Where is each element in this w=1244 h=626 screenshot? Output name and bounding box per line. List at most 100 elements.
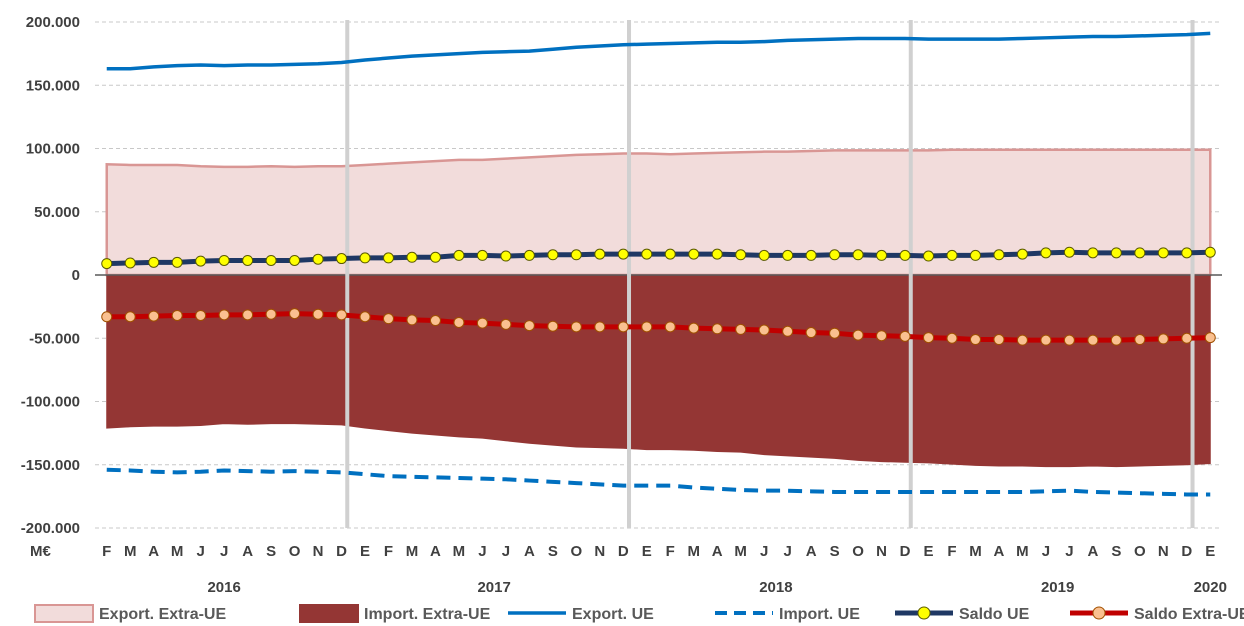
point-saldo-ue	[852, 249, 864, 261]
legend-label-export-extra-ue: Export. Extra-UE	[99, 606, 226, 623]
year-label: 2018	[759, 579, 792, 596]
point-saldo-ue	[476, 249, 488, 261]
x-tick-label: D	[900, 543, 911, 560]
x-tick-label: M	[453, 543, 466, 560]
point-saldo-ue	[782, 249, 794, 261]
point-saldo-extra-ue	[218, 309, 230, 321]
point-saldo-ue	[876, 249, 888, 261]
x-tick-label: A	[712, 543, 723, 560]
point-saldo-ue	[1087, 247, 1099, 259]
point-saldo-ue	[1204, 246, 1216, 258]
point-saldo-ue	[547, 249, 559, 261]
point-saldo-ue	[735, 249, 747, 261]
point-saldo-ue	[312, 253, 324, 265]
unit-label: M€	[30, 543, 51, 560]
point-saldo-ue	[195, 255, 207, 267]
area-export-extra-ue	[105, 148, 1212, 277]
point-saldo-ue	[899, 249, 911, 261]
point-saldo-extra-ue	[124, 311, 136, 323]
point-saldo-extra-ue	[923, 332, 935, 344]
point-saldo-extra-ue	[1087, 334, 1099, 346]
y-tick-label: 0	[72, 267, 80, 284]
x-tick-label: E	[924, 543, 934, 560]
point-saldo-extra-ue	[617, 321, 629, 333]
x-tick-label: J	[502, 543, 510, 560]
legend-marker-saldo-ue	[917, 606, 931, 620]
point-saldo-extra-ue	[1063, 334, 1075, 346]
point-saldo-ue	[429, 251, 441, 263]
point-saldo-extra-ue	[265, 308, 277, 320]
line-export-ue	[106, 31, 1211, 71]
point-saldo-extra-ue	[148, 310, 160, 322]
point-saldo-ue	[993, 249, 1005, 261]
year-label: 2016	[207, 579, 240, 596]
y-axis-ticks: 200.000 150.000 100.000 50.000 0 -50.000 -100.…	[21, 14, 80, 537]
point-saldo-extra-ue	[570, 321, 582, 333]
point-saldo-extra-ue	[594, 321, 606, 333]
x-tick-label: S	[548, 543, 558, 560]
point-saldo-extra-ue	[547, 320, 559, 332]
point-saldo-extra-ue	[829, 327, 841, 339]
x-tick-label: D	[1181, 543, 1192, 560]
point-saldo-extra-ue	[1157, 333, 1169, 345]
x-tick-label: J	[220, 543, 228, 560]
x-tick-label: A	[994, 543, 1005, 560]
y-tick-label: 50.000	[34, 204, 80, 221]
x-tick-label: N	[594, 543, 605, 560]
point-saldo-extra-ue	[688, 322, 700, 334]
x-tick-label: O	[570, 543, 582, 560]
point-saldo-extra-ue	[1134, 334, 1146, 346]
point-saldo-ue	[336, 253, 348, 265]
point-saldo-extra-ue	[195, 309, 207, 321]
point-saldo-extra-ue	[453, 316, 465, 328]
point-saldo-ue	[923, 250, 935, 262]
year-label: 2020	[1194, 579, 1227, 596]
point-saldo-extra-ue	[359, 311, 371, 323]
x-tick-label: A	[1087, 543, 1098, 560]
x-tick-label: E	[360, 543, 370, 560]
point-saldo-extra-ue	[1016, 334, 1028, 346]
point-saldo-extra-ue	[1204, 332, 1216, 344]
point-saldo-extra-ue	[969, 334, 981, 346]
legend-label-export-ue: Export. UE	[572, 606, 654, 623]
point-saldo-ue	[1181, 247, 1193, 259]
x-tick-label: S	[266, 543, 276, 560]
point-saldo-extra-ue	[735, 323, 747, 335]
point-saldo-extra-ue	[1181, 332, 1193, 344]
point-saldo-extra-ue	[336, 309, 348, 321]
x-tick-label: J	[783, 543, 791, 560]
point-saldo-ue	[289, 254, 301, 266]
y-tick-label: 200.000	[26, 14, 80, 31]
legend-swatch-import-extra-ue	[299, 604, 359, 623]
x-tick-label: O	[852, 543, 864, 560]
x-tick-label: F	[102, 543, 111, 560]
y-tick-label: 100.000	[26, 141, 80, 158]
point-saldo-extra-ue	[312, 308, 324, 320]
point-saldo-extra-ue	[289, 308, 301, 320]
x-tick-label: A	[806, 543, 817, 560]
point-saldo-extra-ue	[1110, 334, 1122, 346]
point-saldo-extra-ue	[876, 330, 888, 342]
y-tick-label: -50.000	[29, 330, 80, 347]
x-tick-label: A	[242, 543, 253, 560]
point-saldo-extra-ue	[242, 309, 254, 321]
x-tick-label: S	[1111, 543, 1121, 560]
point-saldo-ue	[171, 256, 183, 268]
point-saldo-extra-ue	[993, 334, 1005, 346]
point-saldo-extra-ue	[758, 324, 770, 336]
point-saldo-extra-ue	[946, 332, 958, 344]
x-tick-label: A	[148, 543, 159, 560]
point-saldo-extra-ue	[805, 327, 817, 339]
point-saldo-extra-ue	[899, 330, 911, 342]
line-import-ue	[106, 467, 1211, 497]
point-saldo-extra-ue	[664, 321, 676, 333]
x-tick-label: S	[830, 543, 840, 560]
point-saldo-ue	[617, 248, 629, 260]
x-tick-label: M	[124, 543, 137, 560]
legend-marker-saldo-extra-ue	[1092, 606, 1106, 620]
point-saldo-ue	[359, 252, 371, 264]
y-tick-label: -100.000	[21, 394, 80, 411]
series-markers	[101, 246, 1216, 346]
x-tick-label: D	[618, 543, 629, 560]
